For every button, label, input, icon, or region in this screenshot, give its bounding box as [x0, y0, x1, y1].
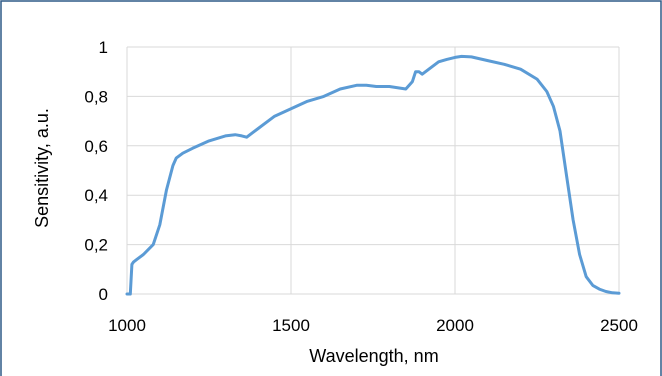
- x-tick-label: 1000: [108, 316, 146, 335]
- x-tick-label: 2000: [436, 316, 474, 335]
- y-tick-label: 1: [99, 38, 108, 57]
- y-tick-label: 0,6: [84, 137, 108, 156]
- y-tick-label: 0,2: [84, 236, 108, 255]
- x-tick-label: 1500: [272, 316, 310, 335]
- y-tick-label: 0,8: [84, 87, 108, 106]
- y-tick-label: 0,4: [84, 186, 108, 205]
- grid: [126, 46, 620, 295]
- y-axis-ticks: 0 0,2 0,4 0,6 0,8 1: [84, 38, 108, 304]
- x-axis-ticks: 1000 1500 2000 2500: [108, 316, 638, 335]
- series-layer: [125, 54, 621, 296]
- y-axis-title: Sensitivity, a.u.: [32, 108, 52, 228]
- x-axis-title: Wavelength, nm: [309, 346, 438, 366]
- series-line: [125, 54, 621, 296]
- x-tick-label: 2500: [600, 316, 638, 335]
- y-tick-label: 0: [99, 285, 108, 304]
